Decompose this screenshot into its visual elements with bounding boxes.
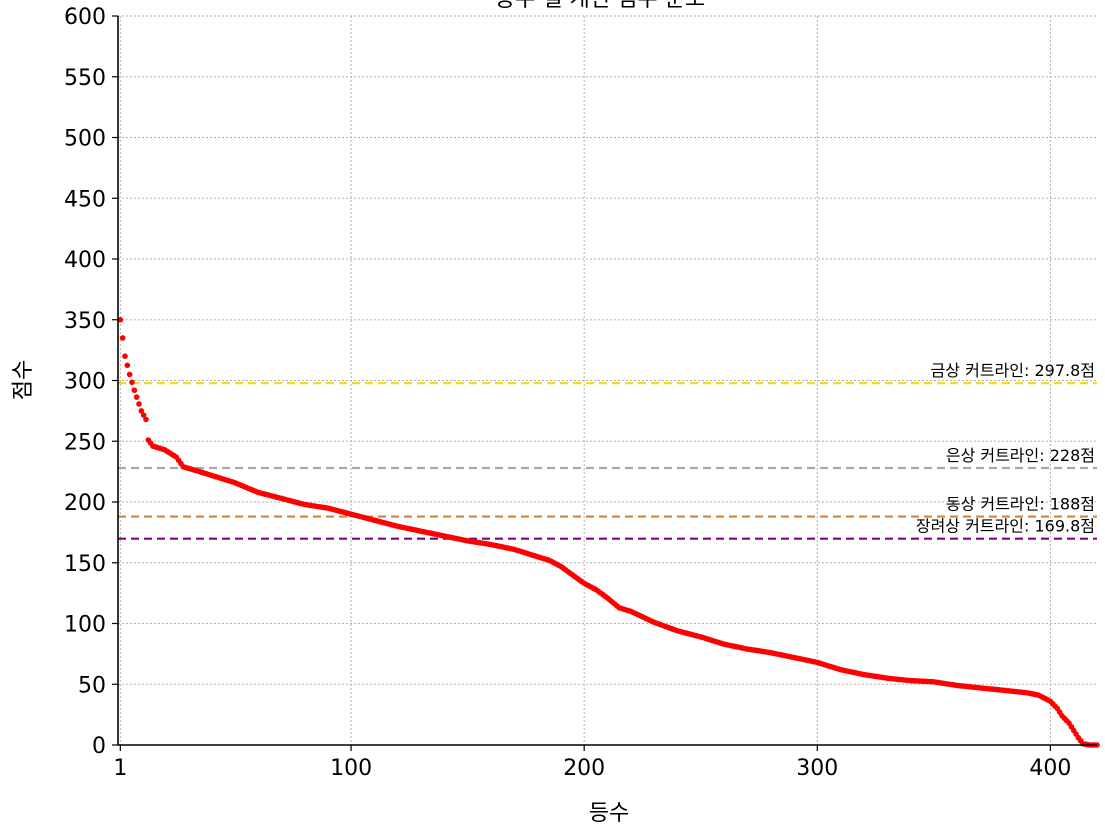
data-point (140, 412, 147, 418)
y-tick-label: 300 (64, 370, 106, 395)
data-point (133, 394, 140, 400)
y-tick-label: 150 (64, 552, 106, 577)
y-tick-label: 400 (64, 248, 106, 273)
data-points (117, 316, 1100, 748)
y-tick-label: 450 (64, 187, 106, 212)
y-tick-label: 0 (92, 734, 106, 759)
x-tick-label: 300 (796, 756, 838, 781)
axis-ticks: 0 50 100 150 200 250 300 350 400 450 500 550 600 1 100… (64, 5, 1071, 781)
y-tick-label: 50 (78, 673, 106, 698)
reference-line-label: 은상 커트라인: 228점 (946, 446, 1095, 465)
data-point (117, 316, 124, 323)
y-tick-label: 500 (64, 127, 106, 152)
x-tick-label: 1 (113, 756, 127, 781)
y-tick-label: 350 (64, 309, 106, 334)
data-point (131, 387, 138, 394)
data-point (124, 362, 131, 369)
reference-line-label: 장려상 커트라인: 169.8점 (916, 517, 1095, 536)
y-tick-label: 250 (64, 430, 106, 455)
x-axis-title: 등수 (589, 801, 629, 826)
data-point (138, 408, 145, 414)
chart-title: 등수 별 개인 점수 분포 (495, 0, 705, 12)
reference-line-label: 동상 커트라인: 188점 (946, 495, 1095, 514)
data-point (122, 353, 128, 360)
data-point (126, 371, 133, 378)
data-point (143, 416, 149, 423)
y-axis-title: 점수 (11, 360, 36, 400)
x-tick-label: 100 (330, 756, 372, 781)
data-point (129, 379, 135, 386)
data-point (136, 401, 142, 407)
grid-lines (118, 15, 1097, 745)
x-tick-label: 200 (563, 756, 605, 781)
data-point (119, 335, 126, 341)
y-tick-label: 200 (64, 491, 106, 516)
y-tick-label: 550 (64, 66, 106, 91)
reference-line-label: 금상 커트라인: 297.8점 (931, 361, 1095, 380)
y-tick-label: 100 (64, 613, 106, 638)
y-tick-label: 600 (64, 5, 106, 30)
x-tick-label: 400 (1029, 756, 1071, 781)
